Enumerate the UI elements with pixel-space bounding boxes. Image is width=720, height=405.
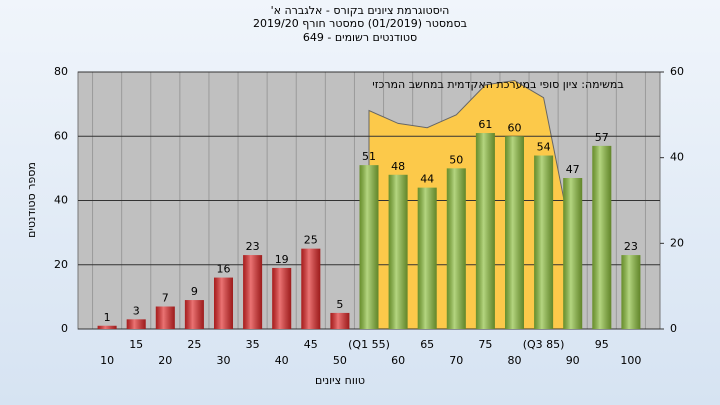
bar-shade xyxy=(243,255,263,329)
bar-shade xyxy=(97,325,117,329)
annotation: במשימה: ציון סופי במערכת האקדמית במחשב ה… xyxy=(372,78,623,91)
data-label: 1 xyxy=(104,311,111,324)
y2-tick-label: 0 xyxy=(670,322,677,335)
x-tick-label: 20 xyxy=(158,354,172,367)
data-label: 57 xyxy=(595,131,609,144)
x-tick-label: 80 xyxy=(508,354,522,367)
bar-shade xyxy=(505,136,524,329)
bar-shade xyxy=(475,133,495,329)
data-label: 61 xyxy=(478,118,492,131)
x-tick-label: 95 xyxy=(595,338,609,351)
x-tick-label: 75 xyxy=(478,338,492,351)
bar-shade xyxy=(417,187,437,329)
y-tick-label: 60 xyxy=(54,129,68,142)
bar-shade xyxy=(446,168,466,329)
x-tick-label: 25 xyxy=(187,338,201,351)
bar-shade xyxy=(330,312,350,329)
data-label: 3 xyxy=(133,304,140,317)
bar-shade xyxy=(563,178,583,329)
data-label: 60 xyxy=(508,121,522,134)
bar-shade xyxy=(214,277,233,329)
data-label: 23 xyxy=(624,240,638,253)
bar-shade xyxy=(126,319,146,329)
y2-tick-label: 60 xyxy=(670,65,684,78)
bar-shade xyxy=(272,267,292,329)
data-label: 19 xyxy=(275,253,289,266)
y-tick-label: 20 xyxy=(54,258,68,271)
data-label: 48 xyxy=(391,160,405,173)
data-label: 54 xyxy=(537,141,551,154)
data-label: 44 xyxy=(420,173,434,186)
x-tick-label: 15 xyxy=(129,338,143,351)
data-label: 47 xyxy=(566,163,580,176)
x-tick-label: 65 xyxy=(420,338,434,351)
bar-shade xyxy=(592,145,612,329)
data-label: 51 xyxy=(362,150,376,163)
bar-shade xyxy=(184,300,204,329)
y2-tick-label: 20 xyxy=(670,236,684,249)
y-tick-label: 80 xyxy=(54,65,68,78)
bar-shade xyxy=(359,165,379,329)
y-axis-label: מספר סטודנטים xyxy=(25,162,38,238)
data-label: 25 xyxy=(304,234,318,247)
chart-subtitle: בסמסטר (01/2019) סמסטר חורף 2019/20 xyxy=(253,17,467,30)
data-label: 16 xyxy=(217,263,231,276)
x-tick-label: 10 xyxy=(100,354,114,367)
y-tick-label: 40 xyxy=(54,194,68,207)
chart-title: היסטוגרמת ציונים בקורס - אלגברה א' xyxy=(271,4,450,17)
bar-shade xyxy=(301,248,321,329)
x-tick-label: 70 xyxy=(449,354,463,367)
x-tick-label: 45 xyxy=(304,338,318,351)
chart-subtitle: סטודנטים רשומים - 649 xyxy=(303,31,417,44)
bar-shade xyxy=(621,255,641,329)
bar-shade xyxy=(388,174,408,329)
x-tick-label: 35 xyxy=(246,338,260,351)
data-label: 23 xyxy=(246,240,260,253)
x-tick-label: 90 xyxy=(566,354,580,367)
data-label: 50 xyxy=(449,153,463,166)
data-label: 7 xyxy=(162,292,169,305)
x-tick-label: 60 xyxy=(391,354,405,367)
x-tick-label: (Q3 85) xyxy=(523,338,565,351)
x-tick-label: 50 xyxy=(333,354,347,367)
bar-shade xyxy=(155,306,175,329)
data-label: 9 xyxy=(191,285,198,298)
x-axis-label: טווח ציונים xyxy=(315,374,365,387)
x-tick-label: 100 xyxy=(620,354,641,367)
y-tick-label: 0 xyxy=(61,322,68,335)
data-label: 5 xyxy=(336,298,343,311)
y2-tick-label: 40 xyxy=(670,151,684,164)
bar-shade xyxy=(534,155,554,329)
x-tick-label: (Q1 55) xyxy=(348,338,390,351)
x-tick-label: 30 xyxy=(217,354,231,367)
x-tick-label: 40 xyxy=(275,354,289,367)
